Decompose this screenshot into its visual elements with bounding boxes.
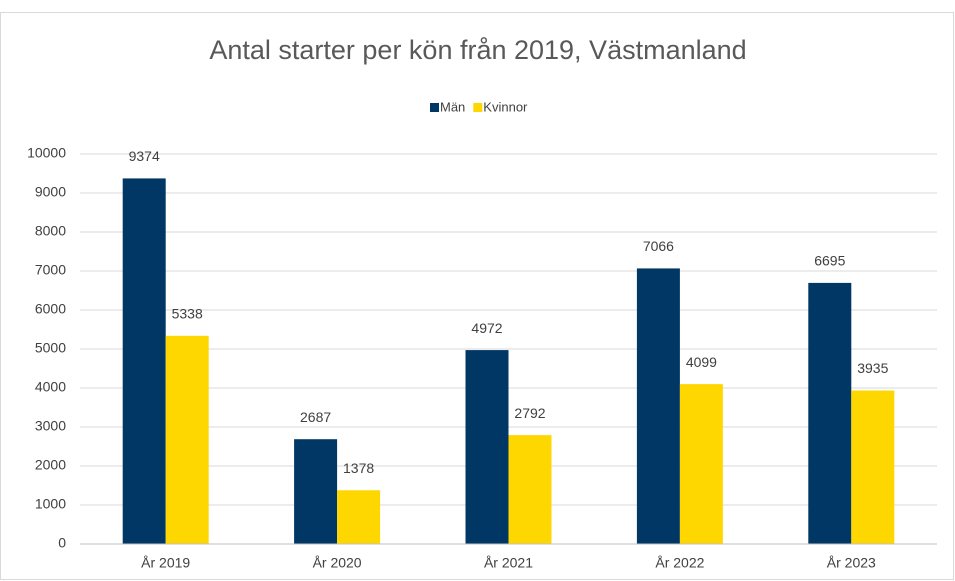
chart-title: Antal starter per kön från 2019, Västman… bbox=[209, 35, 746, 65]
y-tick-label: 8000 bbox=[35, 223, 66, 239]
data-label: 9374 bbox=[129, 148, 160, 164]
legend-swatch bbox=[473, 103, 483, 112]
bar bbox=[679, 384, 723, 544]
x-tick-label: År 2022 bbox=[655, 555, 704, 571]
data-label: 6695 bbox=[814, 253, 845, 269]
bar bbox=[465, 350, 509, 544]
data-label: 5338 bbox=[172, 306, 203, 322]
data-label: 4099 bbox=[686, 354, 717, 370]
data-label: 7066 bbox=[643, 238, 674, 254]
x-tick-label: År 2020 bbox=[313, 555, 362, 571]
y-tick-label: 7000 bbox=[35, 262, 66, 278]
y-tick-label: 10000 bbox=[27, 145, 66, 161]
y-tick-label: 4000 bbox=[35, 379, 66, 395]
y-tick-label: 1000 bbox=[35, 496, 66, 512]
data-label: 3935 bbox=[857, 360, 888, 376]
data-label: 2687 bbox=[300, 409, 331, 425]
bar bbox=[808, 282, 852, 544]
y-tick-label: 3000 bbox=[35, 418, 66, 434]
y-tick-label: 2000 bbox=[35, 457, 66, 473]
bar bbox=[165, 335, 209, 544]
bar bbox=[851, 390, 895, 544]
data-label: 1378 bbox=[343, 460, 374, 476]
bar bbox=[636, 268, 680, 544]
bar bbox=[294, 439, 338, 544]
legend-label: Män bbox=[440, 99, 465, 114]
y-tick-label: 5000 bbox=[35, 340, 66, 356]
y-tick-label: 0 bbox=[58, 535, 66, 551]
bar bbox=[508, 435, 552, 544]
bar bbox=[122, 178, 166, 544]
x-tick-label: År 2023 bbox=[827, 555, 876, 571]
data-label: 2792 bbox=[514, 405, 545, 421]
legend-label: Kvinnor bbox=[483, 99, 528, 114]
bar bbox=[337, 490, 381, 544]
data-label: 4972 bbox=[471, 320, 502, 336]
y-tick-label: 6000 bbox=[35, 301, 66, 317]
legend-swatch bbox=[430, 103, 439, 112]
x-tick-label: År 2021 bbox=[484, 555, 533, 571]
x-tick-label: År 2019 bbox=[141, 555, 190, 571]
y-tick-label: 9000 bbox=[35, 184, 66, 200]
